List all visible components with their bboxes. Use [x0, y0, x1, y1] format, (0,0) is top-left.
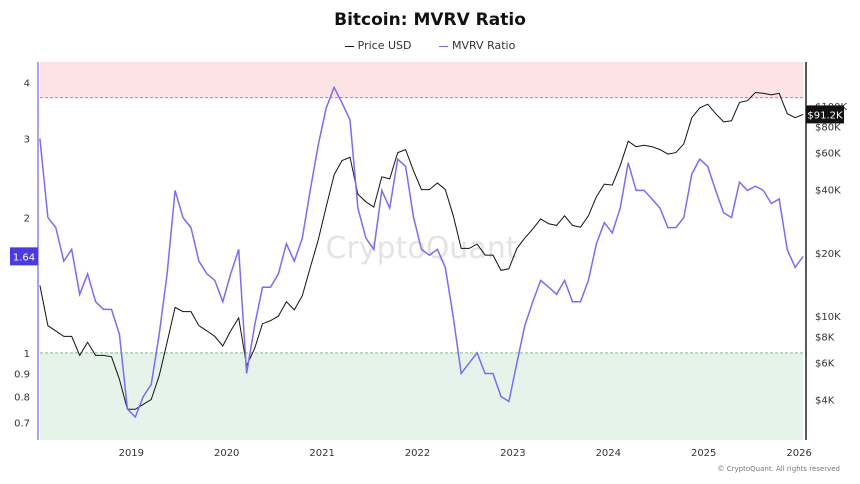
x-axis-tick-label: 2021	[309, 448, 334, 459]
price-usd-line	[39, 91, 804, 410]
x-axis-tick-label: 2024	[596, 448, 621, 459]
right-axis-tick-label: $4K	[815, 396, 835, 407]
x-axis-tick-label: 2019	[119, 448, 144, 459]
band-zone	[40, 352, 803, 440]
legend: Price USD MVRV Ratio	[0, 39, 860, 52]
right-axis-tick-label: $80K	[815, 122, 841, 133]
right-axis-tick-label: $10K	[815, 312, 841, 323]
right-axis-tick-label: $6K	[815, 359, 835, 370]
mvrv-ratio-line	[39, 85, 804, 419]
right-axis-tick-label: $60K	[815, 149, 841, 160]
legend-item-price[interactable]: Price USD	[344, 39, 412, 52]
x-axis-tick-label: 2026	[786, 448, 811, 459]
legend-label: MVRV Ratio	[452, 39, 516, 52]
left-axis-tick-label: 2	[24, 214, 30, 225]
x-axis-tick-label: 2025	[691, 448, 716, 459]
left-axis-tick-label: 0.7	[14, 419, 30, 430]
left-axis-tick-label: 0.8	[14, 392, 30, 403]
x-axis-tick-label: 2022	[405, 448, 430, 459]
left-axis-tick-label: 0.9	[14, 369, 30, 380]
legend-item-mvrv[interactable]: MVRV Ratio	[439, 39, 515, 52]
left-axis-tick-label: 4	[24, 78, 30, 89]
price-current-badge	[806, 105, 844, 124]
legend-label: Price USD	[357, 39, 412, 52]
left-axis-tick-label: 1	[24, 349, 30, 360]
right-axis-tick-label: $8K	[815, 332, 835, 343]
right-axis-tick-label: $20K	[815, 249, 841, 260]
right-axis-tick-label: $40K	[815, 186, 841, 197]
x-axis-tick-label: 2023	[500, 448, 525, 459]
band-zone	[40, 62, 803, 98]
x-axis-tick-label: 2020	[214, 448, 239, 459]
price-current-value: $91.2K	[807, 110, 843, 121]
left-axis-tick-label: 3	[24, 135, 30, 146]
chart-title: Bitcoin: MVRV Ratio	[334, 10, 526, 30]
mvrv-current-badge	[10, 247, 38, 266]
mvrv-current-value: 1.64	[13, 252, 35, 263]
copyright-footer: © CryptoQuant. All rights reserved	[717, 465, 840, 473]
